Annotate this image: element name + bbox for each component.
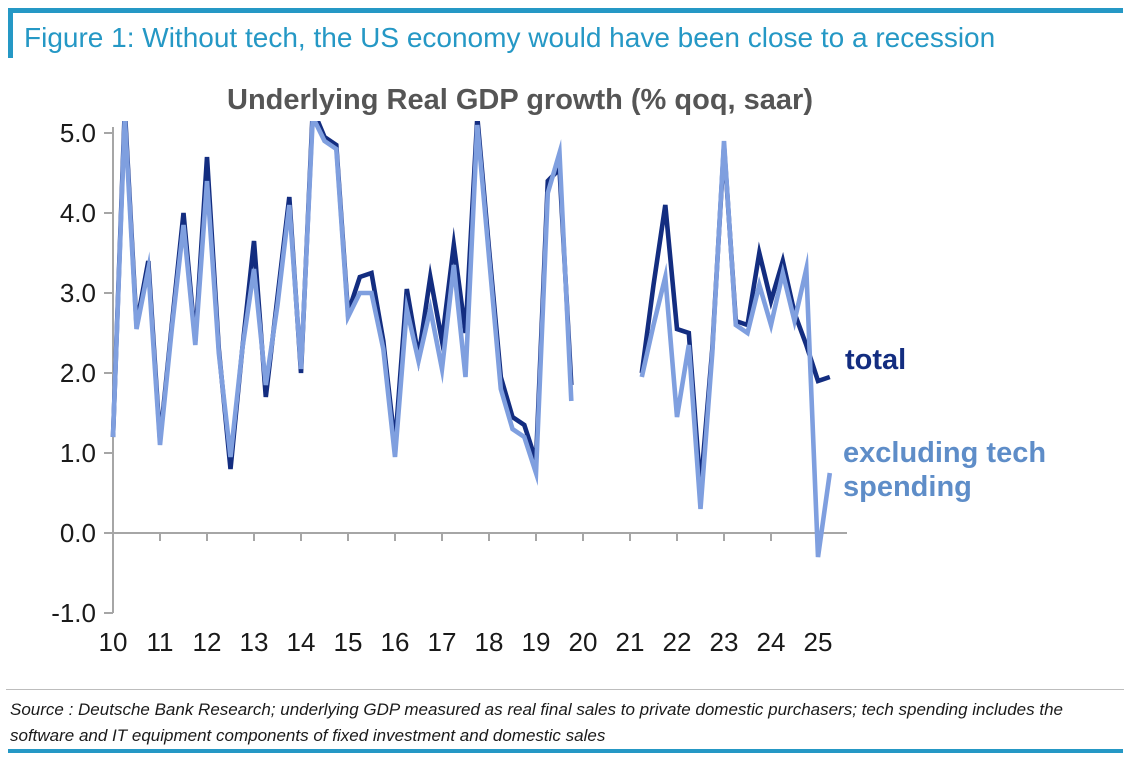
x-tick-label: 22 [662, 627, 692, 657]
x-tick-label: 20 [568, 627, 598, 657]
figure-title: Figure 1: Without tech, the US economy w… [24, 22, 996, 53]
series-line-total [110, 121, 574, 474]
x-tick-label: 18 [474, 627, 504, 657]
x-tick-label: 14 [286, 627, 316, 657]
series-label-total: total [845, 344, 907, 376]
y-tick-label: 0.0 [59, 518, 96, 548]
y-tick-label: 1.0 [59, 438, 96, 468]
accent-left-bar [8, 8, 13, 58]
source-note: Source : Deutsche Bank Research; underly… [10, 697, 1100, 749]
y-tick-label: -1.0 [51, 598, 96, 628]
y-tick-label: 3.0 [59, 278, 96, 308]
source-note-line2: software and IT equipment components of … [10, 726, 606, 745]
x-tick-label: 19 [521, 627, 551, 657]
y-tick-label: 4.0 [59, 198, 96, 228]
footer-divider [6, 689, 1124, 690]
x-tick-label: 21 [615, 627, 645, 657]
chart-title: Underlying Real GDP growth (% qoq, saar) [227, 84, 813, 116]
accent-top-bar [8, 8, 1123, 13]
source-note-line1: Source : Deutsche Bank Research; underly… [10, 700, 1063, 719]
x-tick-label: 10 [98, 627, 128, 657]
x-tick-label: 25 [803, 627, 833, 657]
series-line-excluding-tech-spending [110, 121, 574, 486]
series-line-excluding-tech-spending [639, 140, 833, 558]
x-tick-label: 17 [427, 627, 457, 657]
x-tick-label: 24 [756, 627, 786, 657]
x-tick-label: 23 [709, 627, 739, 657]
y-tick-label: 5.0 [59, 118, 96, 148]
accent-bottom-bar [8, 749, 1123, 753]
x-tick-label: 13 [239, 627, 269, 657]
series-label-excluding-tech: excluding tech spending [843, 437, 1047, 503]
x-tick-label: 15 [333, 627, 363, 657]
y-tick-label: 2.0 [59, 358, 96, 388]
x-tick-label: 12 [192, 627, 222, 657]
x-tick-label: 16 [380, 627, 410, 657]
x-tick-label: 11 [146, 627, 174, 657]
